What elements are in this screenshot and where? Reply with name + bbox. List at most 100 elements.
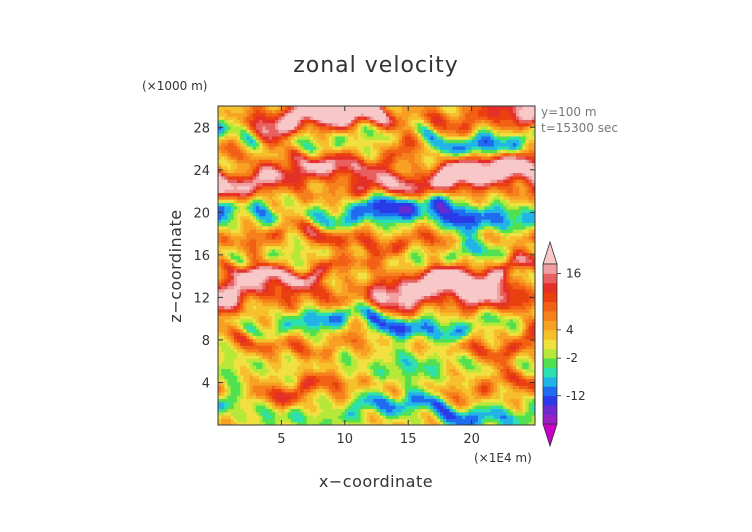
- field-cell: [455, 415, 460, 419]
- field-cell: [515, 378, 520, 383]
- field-cell: [341, 391, 346, 396]
- field-cell: [281, 398, 286, 403]
- field-cell: [325, 388, 330, 393]
- field-cell: [357, 361, 362, 366]
- field-cell: [259, 388, 263, 393]
- field-cell: [398, 361, 403, 366]
- field-cell: [290, 395, 295, 400]
- field-cell: [424, 348, 428, 353]
- field-cell: [335, 348, 340, 353]
- field-cell: [506, 401, 511, 406]
- field-cell: [287, 351, 292, 356]
- field-cell: [297, 381, 302, 386]
- field-cell: [237, 378, 241, 383]
- field-cell: [313, 355, 317, 360]
- field-cell: [230, 398, 235, 403]
- field-cell: [430, 405, 435, 409]
- field-cell: [522, 351, 527, 356]
- field-cell: [424, 401, 428, 406]
- field-cell: [278, 378, 282, 383]
- field-cell: [237, 368, 241, 373]
- field-cell: [490, 368, 495, 373]
- field-cell: [284, 395, 289, 400]
- field-cell: [379, 418, 384, 423]
- field-cell: [373, 375, 378, 380]
- field-cell: [392, 408, 397, 413]
- field-cell: [392, 368, 397, 373]
- field-cell: [386, 361, 390, 366]
- field-cell: [227, 375, 232, 380]
- field-cell: [332, 351, 336, 356]
- field-cell: [484, 368, 489, 373]
- field-cell: [259, 351, 263, 356]
- field-cell: [525, 415, 530, 419]
- field-cell: [506, 411, 511, 416]
- field-cell: [265, 345, 270, 350]
- field-cell: [481, 361, 485, 366]
- field-cell: [351, 388, 355, 393]
- field-cell: [363, 418, 368, 423]
- field-cell: [500, 368, 504, 373]
- field-cell: [300, 361, 305, 366]
- field-cell: [395, 411, 400, 416]
- field-cell: [300, 395, 305, 400]
- field-cell: [262, 365, 267, 370]
- field-cell: [335, 385, 340, 390]
- field-cell: [357, 408, 362, 413]
- field-cell: [271, 398, 276, 403]
- field-cell: [366, 421, 371, 425]
- field-cell: [268, 351, 273, 356]
- field-cell: [386, 378, 390, 383]
- field-cell: [496, 405, 501, 409]
- field-cell: [389, 345, 393, 350]
- field-cell: [519, 345, 523, 350]
- field-cell: [395, 385, 400, 390]
- field-cell: [224, 411, 229, 416]
- field-cell: [335, 368, 340, 373]
- field-cell: [481, 401, 485, 406]
- field-cell: [382, 355, 387, 360]
- field-cell: [436, 398, 441, 403]
- field-cell: [240, 341, 244, 346]
- field-cell: [439, 395, 444, 400]
- field-cell: [290, 358, 295, 363]
- field-cell: [417, 415, 422, 419]
- field-cell: [446, 388, 451, 393]
- field-cell: [275, 391, 279, 396]
- field-cell: [344, 388, 349, 393]
- field-cell: [303, 388, 308, 393]
- field-cell: [328, 358, 333, 363]
- field-cell: [462, 371, 466, 376]
- field-cell: [303, 411, 308, 416]
- field-cell: [294, 378, 298, 383]
- field-cell: [405, 411, 409, 416]
- field-cell: [341, 401, 346, 406]
- field-cell: [500, 371, 504, 376]
- field-cell: [439, 345, 444, 350]
- field-cell: [351, 418, 355, 423]
- field-cell: [278, 415, 282, 419]
- field-cell: [405, 418, 409, 423]
- field-cell: [439, 405, 444, 409]
- field-cell: [357, 381, 362, 386]
- field-cell: [446, 355, 451, 360]
- field-cell: [322, 405, 327, 409]
- field-cell: [477, 395, 482, 400]
- field-cell: [221, 345, 225, 350]
- field-cell: [446, 411, 451, 416]
- field-cell: [297, 351, 302, 356]
- field-cell: [335, 365, 340, 370]
- field-cell: [284, 348, 289, 353]
- field-cell: [316, 365, 321, 370]
- field-cell: [268, 415, 273, 419]
- field-cell: [332, 355, 336, 360]
- field-cell: [439, 361, 444, 366]
- field-cell: [420, 351, 425, 356]
- field-cell: [370, 365, 374, 370]
- field-cell: [284, 405, 289, 409]
- field-cell: [366, 408, 371, 413]
- field-cell: [249, 421, 254, 425]
- field-cell: [424, 351, 428, 356]
- field-cell: [436, 368, 441, 373]
- field-cell: [430, 398, 435, 403]
